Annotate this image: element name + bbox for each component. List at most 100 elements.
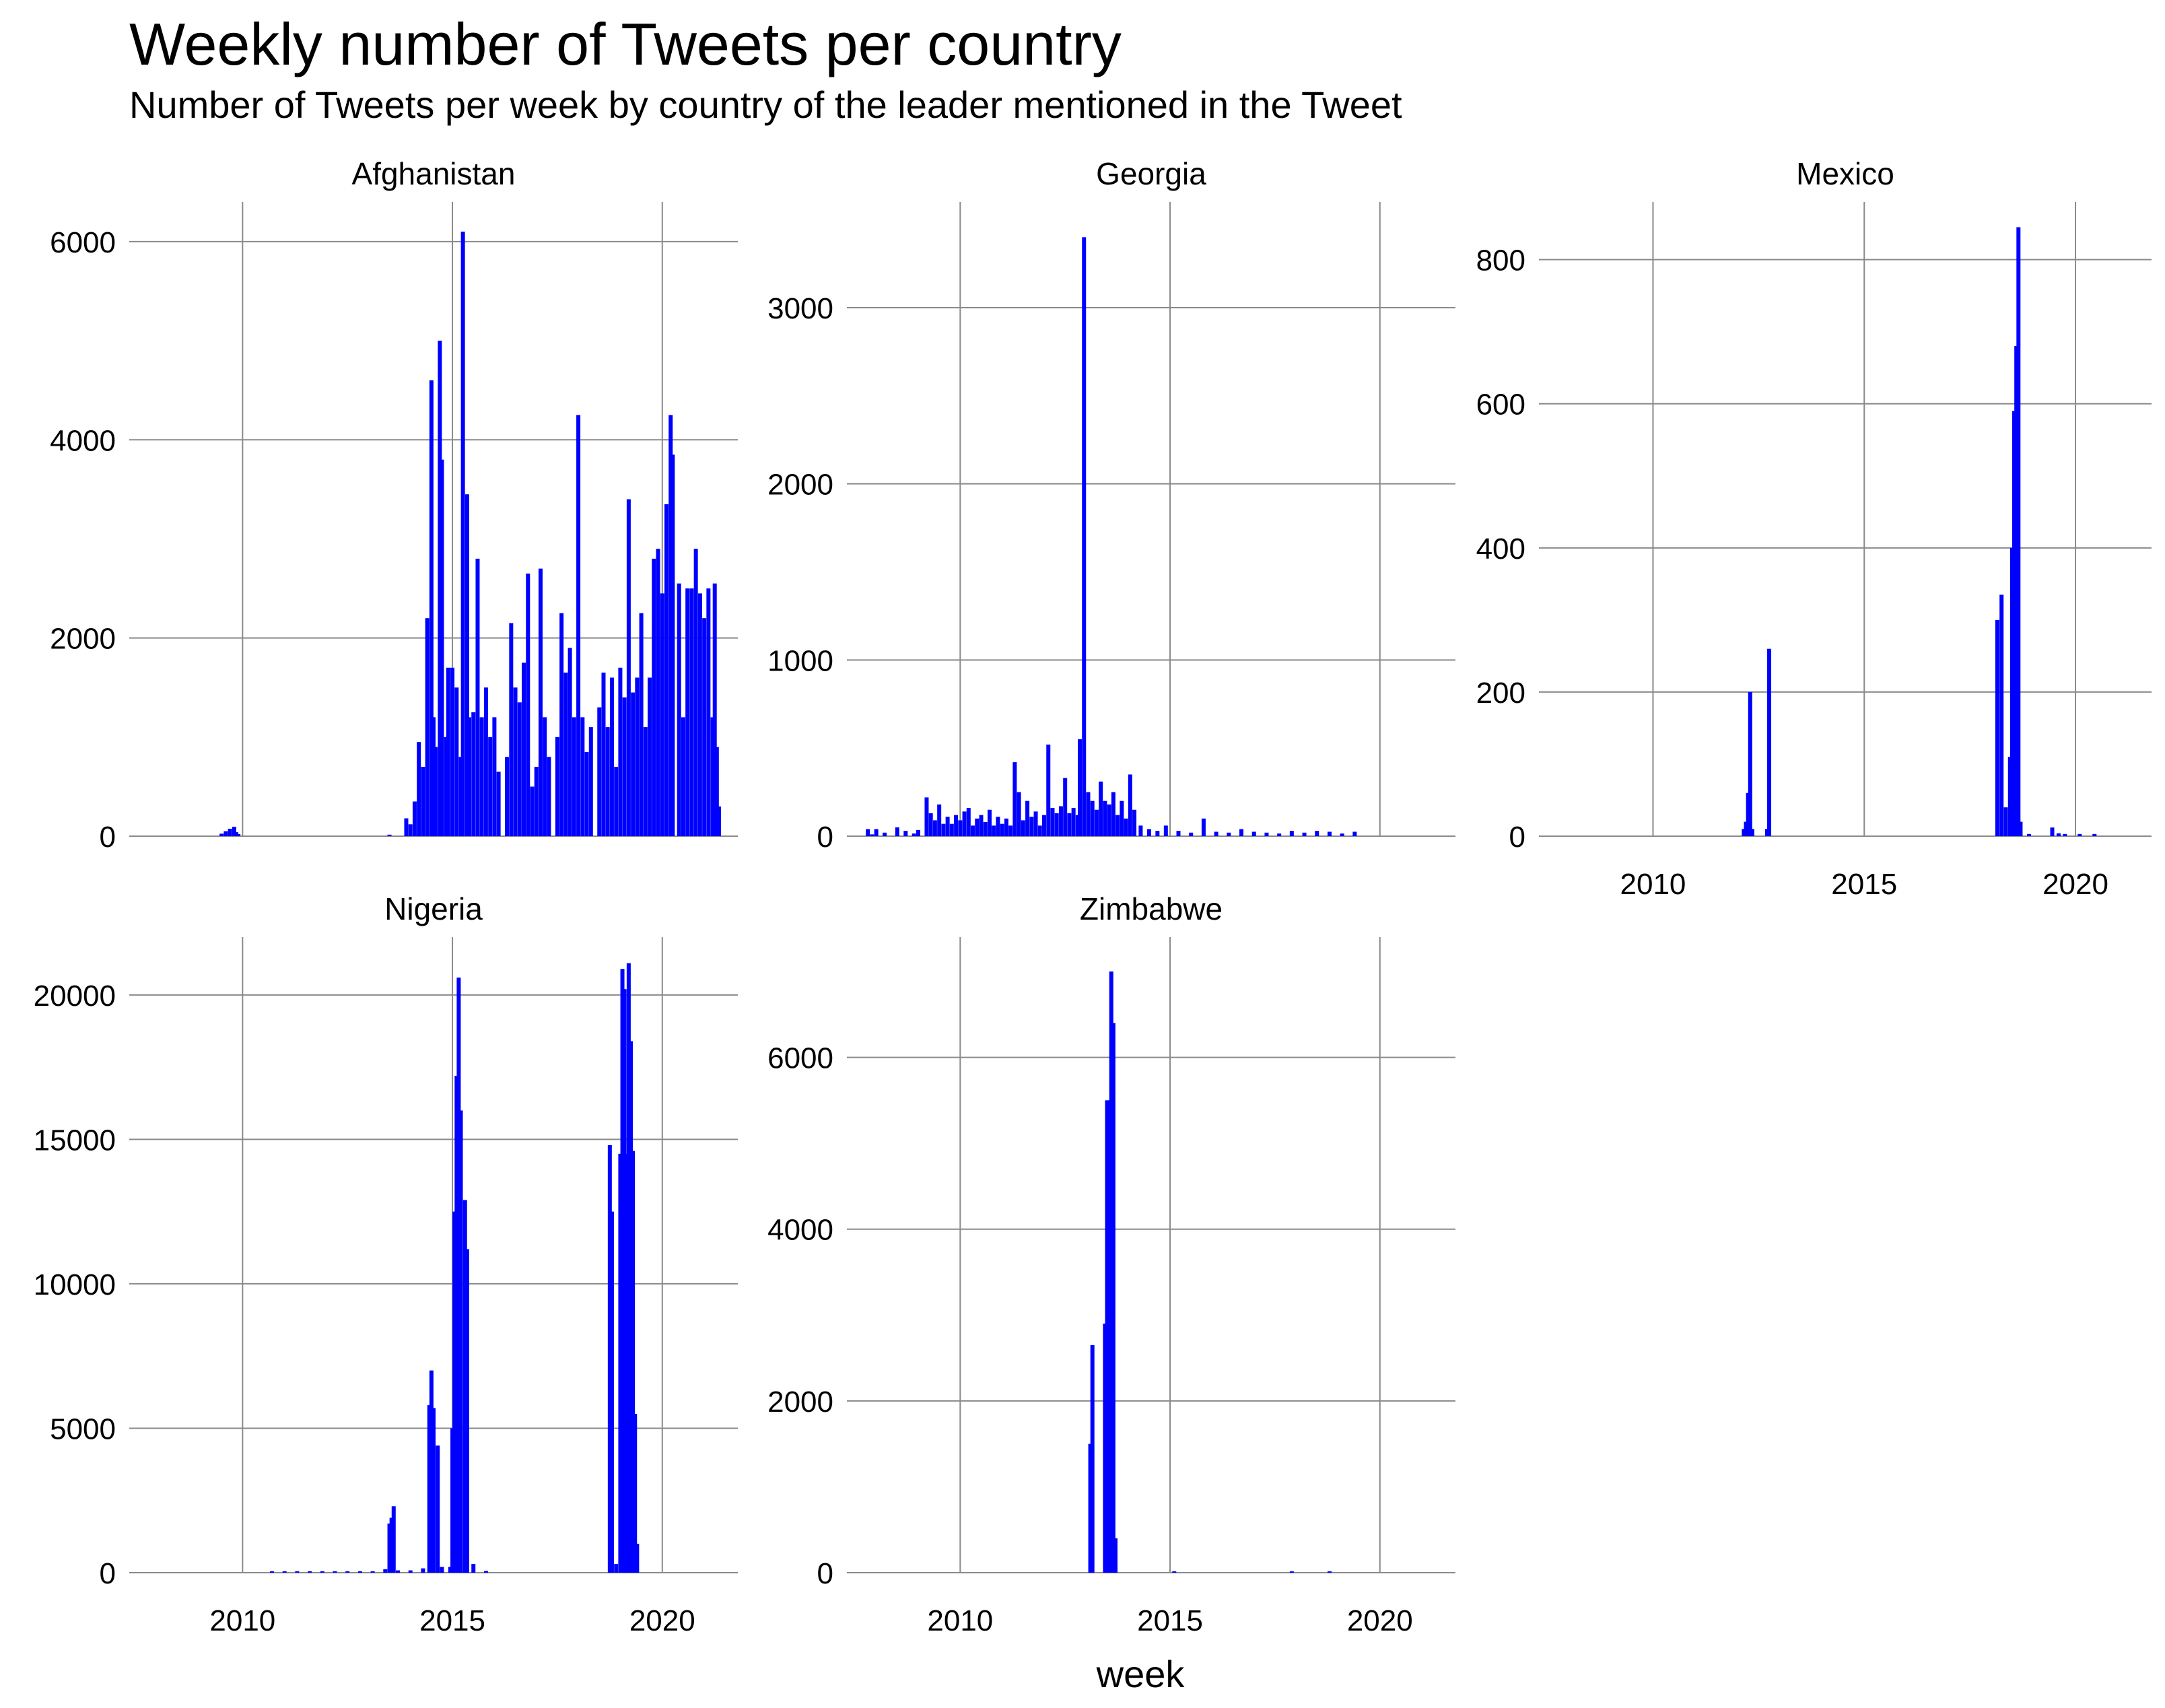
data-bar: [580, 717, 585, 836]
data-bar: [269, 1571, 274, 1573]
data-bar: [450, 1428, 455, 1573]
data-bar: [614, 766, 619, 836]
data-bar: [1124, 818, 1128, 836]
data-bar: [547, 757, 551, 836]
x-tick-label: 2010: [927, 1604, 993, 1637]
data-bar: [1176, 831, 1181, 836]
y-tick-label: 4000: [50, 424, 116, 457]
data-bar: [568, 648, 572, 836]
data-bar: [2018, 821, 2023, 836]
data-bar: [1033, 811, 1038, 836]
data-bar: [383, 1569, 388, 1573]
data-bar: [370, 1571, 375, 1573]
data-bar: [1327, 831, 1332, 836]
data-bar: [432, 1408, 436, 1573]
data-bar: [607, 1145, 612, 1573]
data-bar: [1090, 800, 1095, 836]
data-bar: [2016, 227, 2021, 836]
x-tick-label: 2020: [629, 1604, 695, 1637]
data-bar: [1075, 815, 1080, 836]
data-bar: [2014, 346, 2019, 836]
data-bar: [620, 969, 625, 1573]
data-bar: [712, 583, 717, 836]
data-bar: [1107, 1100, 1111, 1573]
data-bar: [467, 717, 471, 836]
data-bar: [1029, 817, 1034, 836]
data-bar: [668, 415, 673, 836]
data-bar: [1058, 806, 1063, 836]
data-bar: [635, 677, 640, 836]
data-bar: [1138, 825, 1143, 836]
data-bar: [866, 829, 870, 836]
data-bar: [444, 737, 448, 836]
y-tick-label: 400: [1476, 533, 1525, 566]
y-tick-label: 5000: [50, 1412, 116, 1445]
data-bar: [614, 1564, 619, 1573]
data-bar: [622, 989, 627, 1573]
data-bar: [626, 499, 631, 836]
data-bar: [1050, 808, 1055, 836]
y-tick-label: 2000: [767, 1386, 833, 1419]
y-tick-label: 4000: [767, 1214, 833, 1247]
data-bar: [624, 1153, 629, 1573]
panel-title: Nigeria: [384, 891, 483, 926]
y-tick-label: 15000: [34, 1124, 116, 1157]
data-bar: [387, 1524, 392, 1573]
data-bar: [458, 1110, 463, 1573]
data-bar: [563, 673, 568, 836]
data-bar: [1132, 809, 1137, 836]
panel-nigeria: Nigeria 2010 2015 2020 0 5000 10000 15000 20000: [34, 891, 738, 1637]
data-bar: [1750, 829, 1754, 836]
data-bar: [440, 1567, 444, 1573]
data-bar: [236, 834, 241, 836]
data-bar: [1008, 825, 1013, 836]
data-bar: [633, 1414, 638, 1573]
data-bar: [534, 766, 539, 836]
data-bar: [432, 717, 436, 836]
data-bar: [584, 751, 589, 836]
data-bar: [714, 747, 719, 836]
data-bar: [421, 1568, 425, 1573]
data-bar: [1289, 1571, 1294, 1573]
data-bar: [588, 727, 593, 836]
data-bar: [483, 1571, 488, 1573]
data-bar: [1021, 820, 1025, 836]
data-bar: [333, 1571, 337, 1573]
data-bar: [1090, 1344, 1095, 1573]
data-bar: [1113, 1538, 1118, 1573]
data-bar: [396, 1570, 401, 1573]
y-tick-label: 1000: [767, 644, 833, 677]
data-bar: [1107, 804, 1111, 836]
data-bar: [1767, 648, 1772, 836]
data-bar: [1025, 800, 1030, 836]
data-bar: [660, 593, 664, 836]
data-bar: [387, 834, 392, 836]
data-bar: [1086, 792, 1091, 836]
data-bar: [618, 667, 623, 836]
data-bar: [438, 341, 442, 836]
data-bar: [228, 828, 232, 836]
data-bar: [954, 815, 959, 836]
data-bar: [928, 813, 933, 836]
y-tick-label: 600: [1476, 388, 1525, 421]
data-bar: [903, 831, 908, 836]
data-bar: [656, 549, 660, 836]
data-bar: [631, 1151, 635, 1573]
x-tick-label: 2015: [1137, 1604, 1203, 1637]
y-tick-label: 2000: [50, 623, 116, 656]
data-bar: [639, 613, 644, 836]
data-bar: [677, 583, 681, 836]
data-bar: [572, 717, 576, 836]
data-bar: [440, 459, 444, 836]
data-bar: [434, 747, 438, 836]
data-bar: [987, 809, 992, 836]
data-bar: [1748, 691, 1752, 836]
data-bar: [282, 1571, 287, 1573]
data-bar: [559, 613, 564, 836]
data-bar: [924, 797, 929, 836]
data-bar: [458, 757, 463, 836]
data-bar: [454, 687, 459, 836]
y-tick-label: 2000: [767, 469, 833, 502]
chart-subtitle: Number of Tweets per week by country of …: [129, 83, 1402, 126]
data-bar: [530, 786, 535, 836]
